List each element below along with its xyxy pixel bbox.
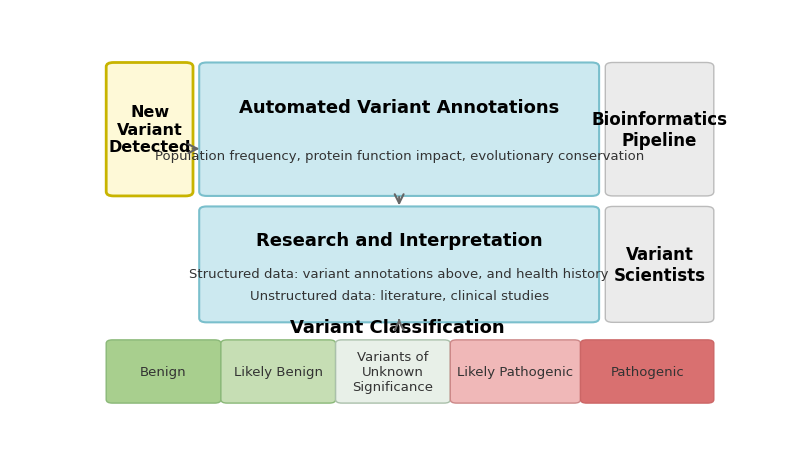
FancyBboxPatch shape [450,340,581,403]
Text: Benign: Benign [140,365,187,378]
Text: Bioinformatics
Pipeline: Bioinformatics Pipeline [591,111,727,149]
Text: New
Variant
Detected: New Variant Detected [108,105,191,155]
Text: Likely Benign: Likely Benign [234,365,322,378]
Text: Variant
Scientists: Variant Scientists [614,245,706,284]
FancyBboxPatch shape [606,63,714,197]
Text: Likely Pathogenic: Likely Pathogenic [458,365,574,378]
FancyBboxPatch shape [106,340,221,403]
Text: Variant Classification: Variant Classification [290,318,505,337]
Text: Automated Variant Annotations: Automated Variant Annotations [239,99,559,117]
Text: Population frequency, protein function impact, evolutionary conservation: Population frequency, protein function i… [154,149,644,162]
FancyBboxPatch shape [606,207,714,323]
Text: Structured data: variant annotations above, and health history: Structured data: variant annotations abo… [190,267,609,280]
FancyBboxPatch shape [199,63,599,197]
Text: Variants of
Unknown
Significance: Variants of Unknown Significance [353,350,434,393]
Text: Pathogenic: Pathogenic [610,365,684,378]
FancyBboxPatch shape [106,63,193,197]
FancyBboxPatch shape [199,207,599,323]
FancyBboxPatch shape [581,340,714,403]
Text: Research and Interpretation: Research and Interpretation [256,231,542,249]
Text: Unstructured data: literature, clinical studies: Unstructured data: literature, clinical … [250,290,549,303]
FancyBboxPatch shape [336,340,450,403]
FancyBboxPatch shape [221,340,336,403]
